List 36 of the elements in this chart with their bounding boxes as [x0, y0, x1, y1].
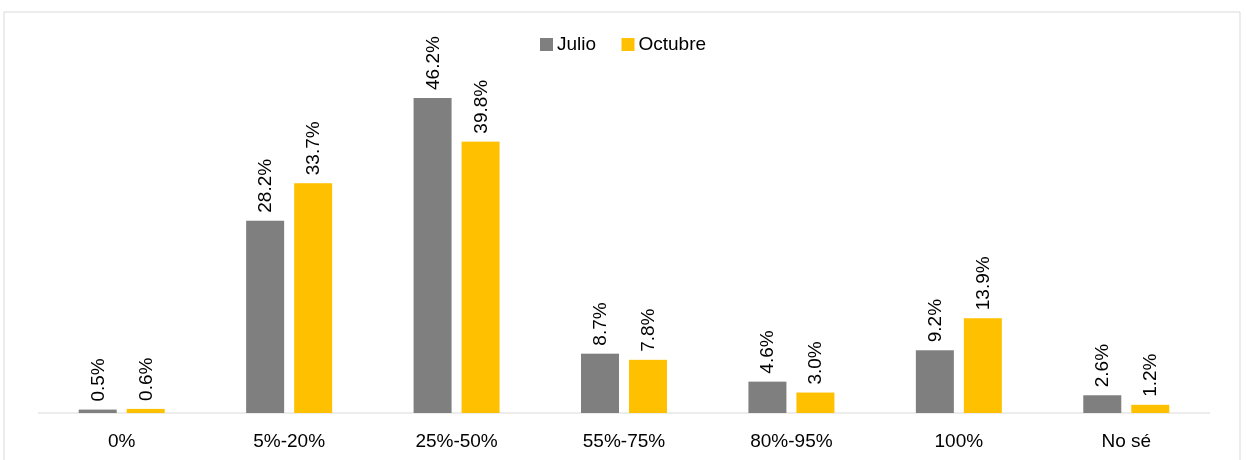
bar [413, 98, 452, 413]
data-label: 4.6% [756, 330, 778, 374]
bar [748, 381, 787, 413]
bar [629, 359, 667, 413]
x-tick-label: No sé [1101, 430, 1152, 451]
bar [461, 141, 500, 413]
data-label: 0.5% [86, 358, 108, 402]
data-label: 33.7% [302, 121, 324, 176]
bar [294, 183, 333, 413]
x-tick-label: 5%-20% [253, 430, 326, 451]
bar [915, 350, 954, 413]
data-label: 1.2% [1139, 353, 1161, 397]
data-label: 3.0% [804, 341, 826, 385]
data-label: 9.2% [923, 298, 945, 343]
x-tick-label: 0% [107, 430, 136, 451]
data-label: 7.8% [637, 308, 658, 352]
legend-label: Julio [557, 33, 597, 54]
bar [246, 220, 285, 413]
x-tick-label: 25%-50% [415, 430, 498, 451]
data-label: 46.2% [421, 36, 443, 90]
data-label: 8.7% [589, 302, 610, 346]
bar [1083, 395, 1122, 413]
bar [963, 318, 1002, 413]
bar [1131, 404, 1170, 413]
bar [581, 353, 619, 413]
data-label: 28.2% [254, 158, 276, 213]
data-label: 13.9% [971, 256, 993, 311]
bar [126, 408, 165, 413]
legend-label: Octubre [638, 33, 707, 54]
x-tick-label: 100% [934, 430, 984, 451]
x-tick-label: 55%-75% [582, 430, 666, 451]
data-label: 39.8% [469, 79, 491, 134]
data-label: 0.6% [134, 357, 156, 401]
data-label: 2.6% [1091, 343, 1113, 388]
x-tick-label: 80%-95% [750, 430, 833, 451]
bar [796, 392, 835, 413]
